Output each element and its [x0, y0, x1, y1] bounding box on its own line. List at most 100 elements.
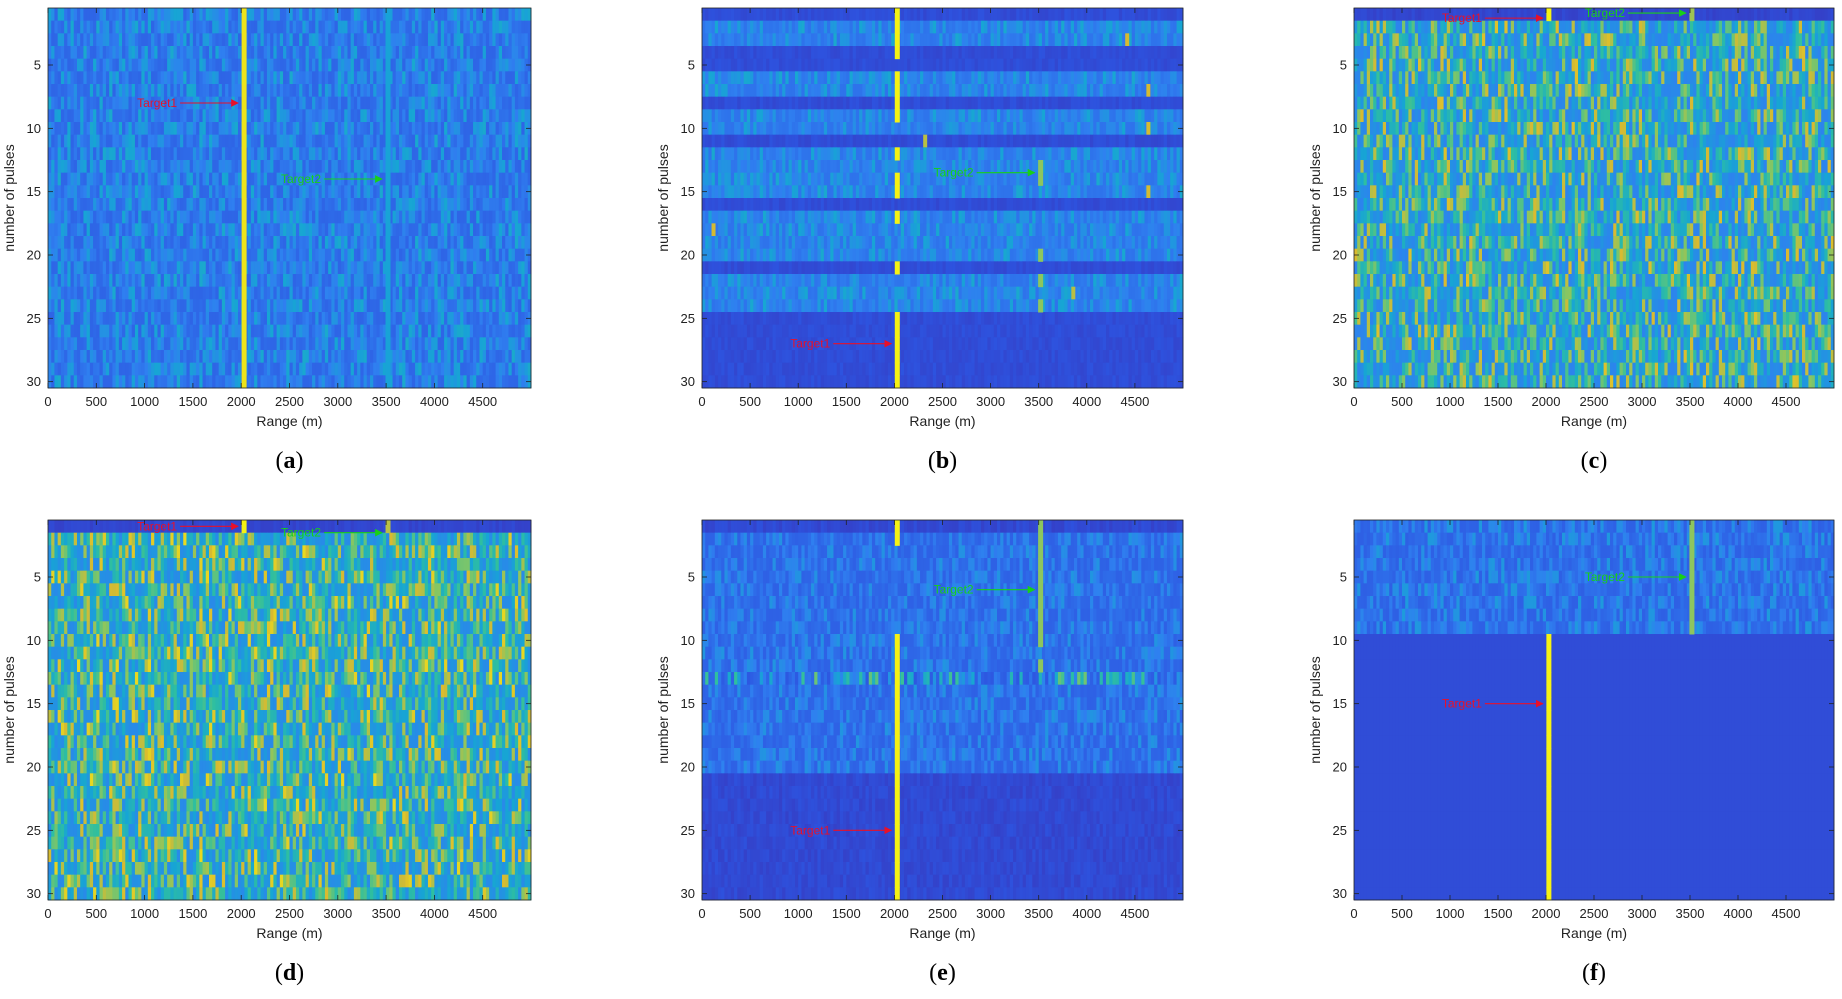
heatmap-cell: [290, 122, 294, 135]
heatmap-cell: [483, 8, 487, 21]
heatmap-cell: [315, 109, 319, 122]
heatmap-cell: [367, 147, 371, 160]
heatmap-cell: [100, 135, 104, 148]
heatmap-cell: [93, 147, 97, 160]
heatmap-cell: [434, 109, 438, 122]
heatmap-cell: [138, 185, 142, 198]
heatmap-cell: [167, 59, 171, 72]
heatmap-cell: [354, 160, 358, 173]
heatmap-cell: [203, 135, 207, 148]
heatmap-cell: [467, 109, 471, 122]
heatmap-cell: [463, 97, 467, 110]
heatmap-cell: [186, 109, 190, 122]
heatmap-cell: [525, 135, 529, 148]
heatmap-cell: [177, 33, 181, 46]
heatmap-cell: [441, 71, 445, 84]
heatmap-cell: [132, 8, 136, 21]
heatmap-cell: [112, 21, 116, 34]
heatmap-cell: [489, 21, 493, 34]
heatmap-cell: [476, 109, 480, 122]
heatmap-cell: [116, 71, 120, 84]
heatmap-cell: [177, 97, 181, 110]
heatmap-cell: [473, 8, 477, 21]
heatmap-cell: [203, 173, 207, 186]
heatmap-cell: [505, 8, 509, 21]
heatmap-cell: [257, 46, 261, 59]
heatmap-cell: [325, 33, 329, 46]
heatmap-cell: [58, 109, 62, 122]
heatmap-cell: [486, 173, 490, 186]
heatmap-cell: [90, 21, 94, 34]
heatmap-cell: [112, 97, 116, 110]
heatmap-cell: [203, 71, 207, 84]
heatmap-cell: [373, 135, 377, 148]
heatmap-cell: [489, 59, 493, 72]
heatmap-cell: [238, 97, 242, 110]
heatmap-cell: [351, 46, 355, 59]
heatmap-cell: [186, 173, 190, 186]
heatmap-cell: [129, 135, 133, 148]
heatmap-cell: [103, 185, 107, 198]
heatmap-cells: [48, 8, 531, 388]
heatmap-cell: [161, 160, 165, 173]
heatmap-cell: [174, 135, 178, 148]
heatmap-cell: [351, 109, 355, 122]
heatmap-cell: [338, 147, 342, 160]
heatmap-cell: [119, 71, 123, 84]
heatmap-cell: [83, 8, 87, 21]
heatmap-cell: [164, 109, 168, 122]
heatmap-cell: [228, 173, 232, 186]
heatmap-cell: [306, 122, 310, 135]
heatmap-cell: [508, 71, 512, 84]
heatmap-cell: [122, 147, 126, 160]
heatmap-cell: [409, 71, 413, 84]
heatmap-cell: [512, 71, 516, 84]
heatmap-cell: [267, 84, 271, 97]
heatmap-cell: [512, 33, 516, 46]
heatmap-cell: [364, 109, 368, 122]
heatmap-cell: [328, 33, 332, 46]
heatmap-cell: [347, 160, 351, 173]
heatmap-cell: [492, 97, 496, 110]
heatmap-cell: [125, 8, 129, 21]
heatmap-cell: [132, 160, 136, 173]
heatmap-cell: [280, 8, 284, 21]
heatmap-cell: [129, 185, 133, 198]
heatmap-cell: [157, 135, 161, 148]
heatmap-cell: [190, 21, 194, 34]
heatmap-cell: [338, 46, 342, 59]
heatmap-cell: [515, 71, 519, 84]
heatmap-cell: [138, 122, 142, 135]
heatmap-cell: [370, 160, 374, 173]
heatmap-cell: [270, 173, 274, 186]
heatmap-cell: [93, 84, 97, 97]
heatmap-cell: [315, 33, 319, 46]
heatmap-cell: [489, 135, 493, 148]
heatmap-cell: [109, 46, 113, 59]
heatmap-cell: [444, 84, 448, 97]
heatmap-cell: [257, 8, 261, 21]
heatmap-cell: [512, 46, 516, 59]
heatmap-cell: [525, 46, 529, 59]
heatmap-cell: [199, 71, 203, 84]
heatmap-cell: [515, 21, 519, 34]
heatmap-cell: [370, 109, 374, 122]
heatmap-cell: [222, 109, 226, 122]
heatmap-cell: [499, 97, 503, 110]
heatmap-cell: [141, 46, 145, 59]
heatmap-cell: [138, 109, 142, 122]
heatmap-cell: [434, 147, 438, 160]
heatmap-cell: [364, 46, 368, 59]
heatmap-cell: [71, 135, 75, 148]
heatmap-cell: [170, 147, 174, 160]
heatmap-cell: [264, 147, 268, 160]
heatmap-cell: [293, 71, 297, 84]
heatmap-cell: [396, 8, 400, 21]
heatmap-cell: [80, 33, 84, 46]
heatmap-cell: [396, 97, 400, 110]
heatmap-cell: [373, 84, 377, 97]
heatmap-cell: [54, 122, 58, 135]
heatmap-cell: [489, 160, 493, 173]
heatmap-cell: [467, 160, 471, 173]
heatmap-cell: [67, 59, 71, 72]
